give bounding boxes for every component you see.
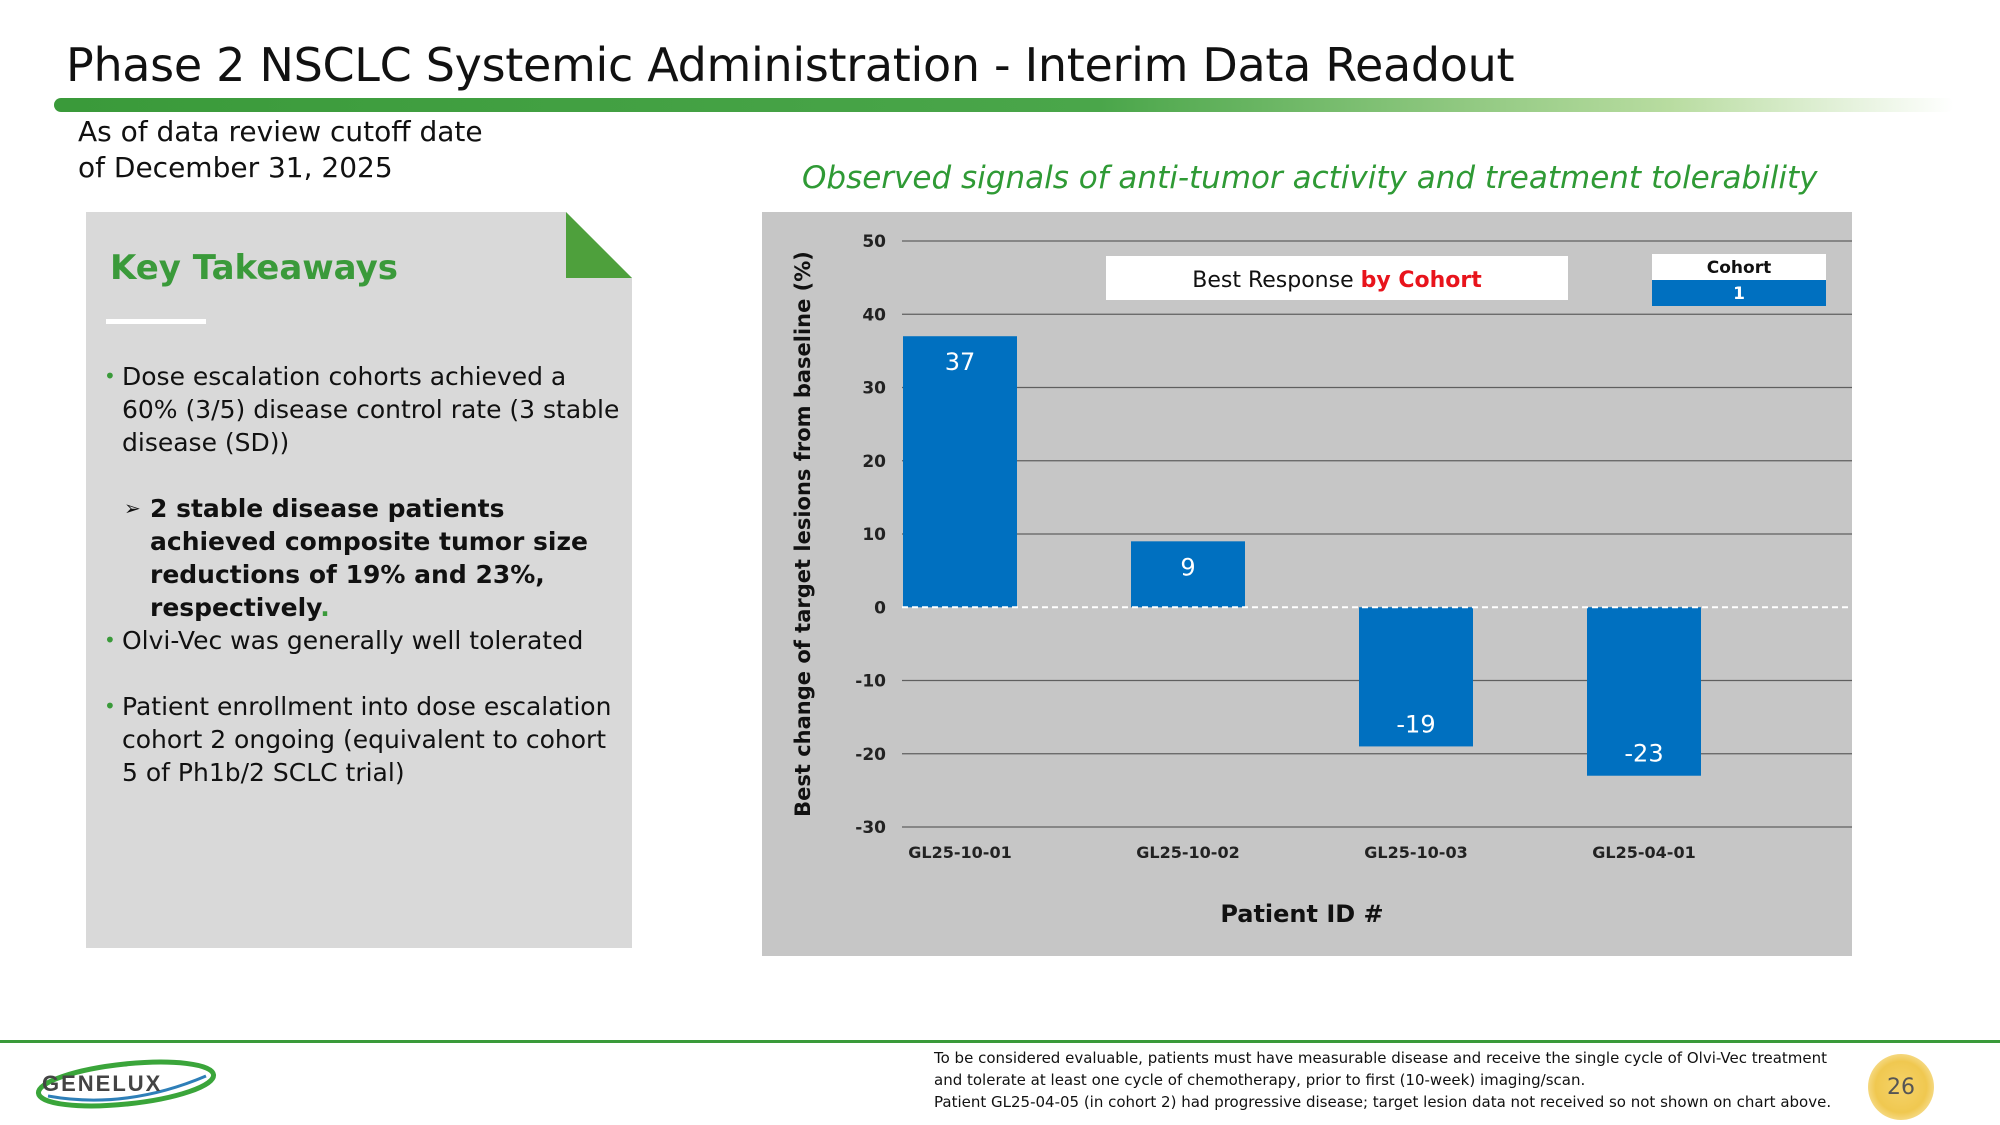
takeaways-title: Key Takeaways xyxy=(110,248,398,288)
footnote-line-1: To be considered evaluable, patients mus… xyxy=(934,1049,1827,1067)
bullet-dot-icon: • xyxy=(104,694,116,718)
chart-title-part-2: by Cohort xyxy=(1361,268,1483,293)
x-tick-label: GL25-04-01 xyxy=(1592,843,1695,862)
legend-swatch xyxy=(1652,280,1826,306)
data-label: -23 xyxy=(1624,740,1663,768)
takeaway-bullet-2: • Olvi-Vec was generally well tolerated xyxy=(104,624,624,657)
legend-header-box xyxy=(1652,254,1826,280)
logo-text: GENELUX xyxy=(42,1071,162,1096)
y-tick-label: 40 xyxy=(862,305,886,325)
card-corner-fold xyxy=(566,212,632,278)
footer-divider xyxy=(0,1040,2000,1043)
legend-title: Cohort xyxy=(1707,258,1771,278)
page-number: 26 xyxy=(1868,1054,1934,1120)
data-label: 9 xyxy=(1180,553,1195,581)
bullet-dot-icon: • xyxy=(104,364,116,388)
takeaway-sub-bullet: ➢ 2 stable disease patients achieved com… xyxy=(124,492,614,624)
y-tick-label: -10 xyxy=(855,672,886,692)
footnote-line-3: Patient GL25-04-05 (in cohort 2) had pro… xyxy=(934,1093,1832,1111)
takeaways-divider xyxy=(106,319,206,324)
takeaways-card xyxy=(86,212,632,948)
title-underline xyxy=(54,98,1954,112)
chart-svg: 50 40 30 20 10 0 -10 -20 -30 37 GL25-10-01 9 GL25-10… xyxy=(791,232,1852,928)
cutoff-note: As of data review cutoff date of Decembe… xyxy=(78,114,483,186)
x-axis-title: Patient ID # xyxy=(1220,900,1383,928)
takeaway-bullet-1: • Dose escalation cohorts achieved a 60%… xyxy=(104,360,624,459)
bar-GL25-04-01 xyxy=(1587,607,1701,776)
sub-bullet-period: . xyxy=(320,593,330,622)
cutoff-line-1: As of data review cutoff date xyxy=(78,115,483,148)
data-label: 37 xyxy=(945,348,976,376)
sub-bullet-text: 2 stable disease patients achieved compo… xyxy=(150,494,589,622)
bar-GL25-10-01 xyxy=(903,336,1017,608)
bar-GL25-10-03 xyxy=(1359,607,1473,747)
takeaway-bullet-3: • Patient enrollment into dose escalatio… xyxy=(104,690,624,789)
arrow-bullet-icon: ➢ xyxy=(124,496,141,520)
x-tick-label: GL25-10-03 xyxy=(1364,843,1467,862)
y-tick-label: -30 xyxy=(855,818,886,838)
genelux-logo: GENELUX xyxy=(35,1059,217,1109)
x-tick-label: GL25-10-02 xyxy=(1136,843,1239,862)
legend-entry: 1 xyxy=(1733,284,1745,304)
footnote-line-2: and tolerate at least one cycle of chemo… xyxy=(934,1071,1586,1089)
y-tick-label: 0 xyxy=(874,598,886,618)
y-axis-title: Best change of target lesions from basel… xyxy=(791,251,815,817)
page-title: Phase 2 NSCLC Systemic Administration - … xyxy=(66,38,1515,92)
bullet-3-text: Patient enrollment into dose escalation … xyxy=(122,692,612,787)
y-tick-label: -20 xyxy=(855,745,886,765)
chart-title-box xyxy=(1106,256,1568,300)
y-tick-label: 20 xyxy=(862,452,886,472)
chart-subtitle: Observed signals of anti-tumor activity … xyxy=(802,160,1818,196)
bullet-dot-icon: • xyxy=(104,628,116,652)
chart-title-part-1: Best Response xyxy=(1192,268,1360,293)
best-response-chart: 50 40 30 20 10 0 -10 -20 -30 37 GL25-10-01 9 GL25-10… xyxy=(762,212,1852,956)
chart-title: Best Response by Cohort xyxy=(1192,268,1482,293)
bar-GL25-10-02 xyxy=(1131,541,1245,608)
bullet-1-text: Dose escalation cohorts achieved a 60% (… xyxy=(122,362,620,457)
y-tick-label: 50 xyxy=(862,232,886,252)
data-label: -19 xyxy=(1396,710,1435,738)
cutoff-line-2: of December 31, 2025 xyxy=(78,151,393,184)
x-tick-label: GL25-10-01 xyxy=(908,843,1011,862)
y-tick-label: 10 xyxy=(862,525,886,545)
footnote: To be considered evaluable, patients mus… xyxy=(934,1047,1854,1113)
bullet-2-text: Olvi-Vec was generally well tolerated xyxy=(122,626,584,655)
y-tick-label: 30 xyxy=(862,379,886,399)
